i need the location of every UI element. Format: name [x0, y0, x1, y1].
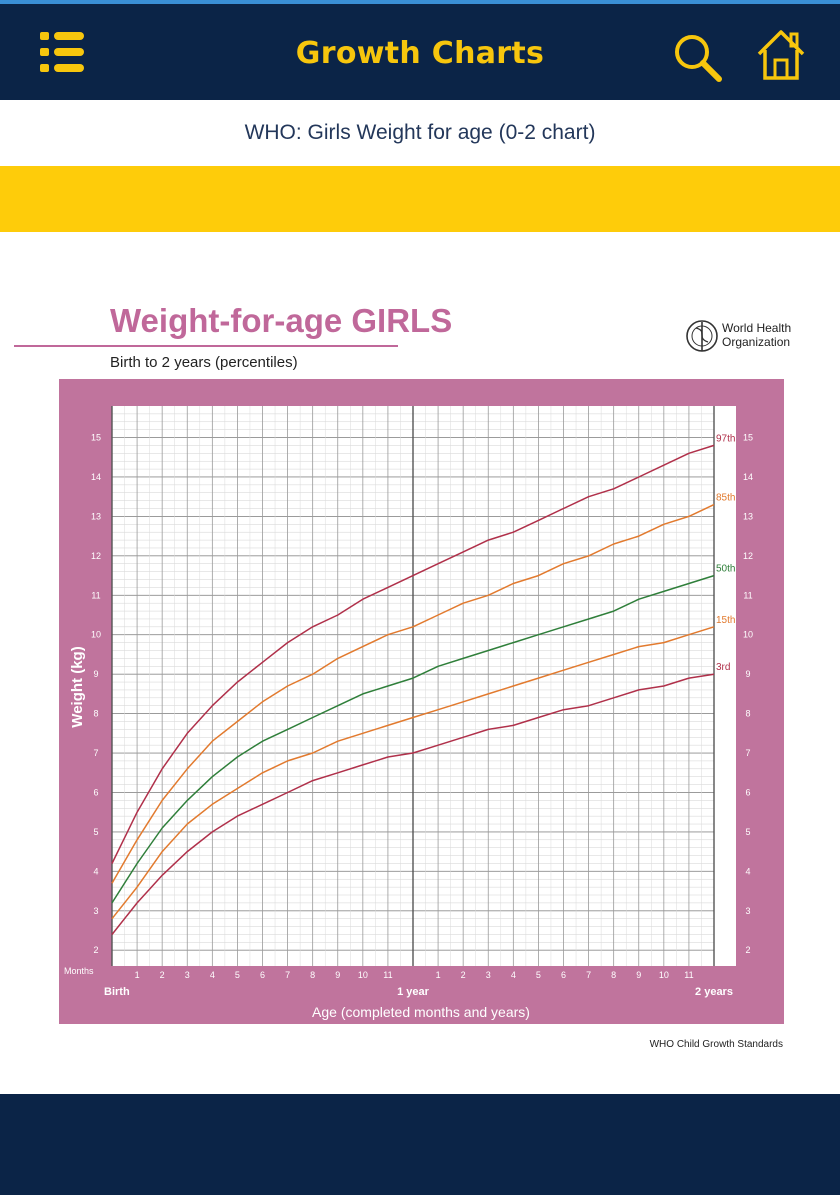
x-major-label: 2 years	[695, 986, 733, 998]
percentile-label-3rd: 3rd	[716, 662, 730, 673]
yellow-banner	[0, 166, 840, 232]
chart-image-container: Weight-for-age GIRLS Birth to 2 years (p…	[0, 232, 840, 1094]
x-month-tick-label: 8	[611, 970, 616, 980]
percentile-label-85th: 85th	[716, 493, 735, 504]
app-bar: Growth Charts	[0, 4, 840, 100]
y-tick-label-right: 7	[745, 748, 750, 758]
y-axis-labels: 2 2 3 3 4 4 5 5 6 6 7 7 8 8 9 9 10 10 11 11 12 12 13 13 14 14 15 15	[91, 433, 753, 956]
x-month-tick-label: 1	[436, 970, 441, 980]
percentile-label-15th: 15th	[716, 615, 735, 626]
x-month-tick-label: 10	[659, 970, 669, 980]
y-tick-label-right: 5	[745, 827, 750, 837]
who-org-label: World Health	[722, 321, 791, 335]
y-axis-title: Weight (kg)	[69, 646, 86, 727]
y-tick-label-right: 12	[743, 551, 753, 561]
y-tick-label-left: 13	[91, 511, 101, 521]
app-title: Growth Charts	[295, 36, 545, 71]
x-month-tick-label: 9	[636, 970, 641, 980]
x-month-tick-label: 7	[285, 970, 290, 980]
home-icon[interactable]	[756, 28, 806, 84]
y-tick-label-left: 7	[93, 748, 98, 758]
y-tick-label-right: 6	[745, 787, 750, 797]
percentile-lines: 97th 85th 50th 15th 3rd	[111, 433, 735, 935]
y-tick-label-left: 3	[93, 906, 98, 916]
x-month-tick-label: 4	[511, 970, 516, 980]
x-major-label: Birth	[104, 986, 130, 998]
percentile-line-3rd	[111, 673, 715, 935]
percentile-label-50th: 50th	[716, 564, 735, 575]
chart-title: Weight-for-age GIRLS	[110, 302, 452, 339]
y-tick-label-right: 8	[745, 709, 750, 719]
y-tick-label-right: 11	[743, 590, 752, 600]
status-accent-line	[0, 0, 840, 4]
y-tick-label-left: 4	[93, 866, 98, 876]
y-tick-label-right: 9	[745, 669, 750, 679]
x-month-tick-label: 3	[185, 970, 190, 980]
y-tick-label-right: 14	[743, 472, 753, 482]
chart-footer: WHO Child Growth Standards	[650, 1039, 783, 1050]
who-org-label-line2: Organization	[722, 335, 790, 349]
y-tick-label-right: 3	[745, 906, 750, 916]
x-month-tick-label: 8	[310, 970, 315, 980]
x-month-tick-label: 3	[486, 970, 491, 980]
y-tick-label-right: 2	[745, 945, 750, 955]
x-unit-label: Months	[64, 966, 94, 976]
x-month-tick-label: 2	[461, 970, 466, 980]
x-month-tick-label: 11	[684, 970, 693, 980]
x-month-tick-label: 5	[536, 970, 541, 980]
weight-for-age-chart: Weight-for-age GIRLS Birth to 2 years (p…	[14, 302, 791, 1050]
x-axis-title: Age (completed months and years)	[312, 1004, 530, 1020]
percentile-line-15th	[111, 626, 715, 920]
x-month-tick-label: 4	[210, 970, 215, 980]
y-tick-label-left: 5	[93, 827, 98, 837]
plot-area	[112, 406, 736, 966]
y-tick-label-left: 2	[93, 945, 98, 955]
x-month-tick-label: 6	[260, 970, 265, 980]
y-tick-label-right: 10	[743, 630, 753, 640]
percentile-line-97th	[111, 444, 715, 864]
y-tick-label-left: 10	[91, 630, 101, 640]
x-month-tick-label: 5	[235, 970, 240, 980]
y-tick-label-right: 4	[745, 866, 750, 876]
y-tick-label-left: 11	[91, 590, 100, 600]
chart-subtitle: Birth to 2 years (percentiles)	[110, 354, 298, 371]
y-tick-label-left: 6	[93, 787, 98, 797]
chart-subtitle-bar: WHO: Girls Weight for age (0-2 chart)	[0, 100, 840, 166]
y-tick-label-left: 14	[91, 472, 101, 482]
y-tick-label-right: 15	[743, 433, 753, 443]
percentile-line-85th	[111, 503, 715, 884]
x-month-tick-label: 1	[135, 970, 140, 980]
y-tick-label-left: 8	[93, 709, 98, 719]
x-month-tick-label: 7	[586, 970, 591, 980]
x-month-tick-label: 2	[160, 970, 165, 980]
x-month-tick-label: 6	[561, 970, 566, 980]
bottom-bar	[0, 1094, 840, 1195]
x-major-label: 1 year	[397, 986, 430, 998]
x-month-tick-label: 10	[358, 970, 368, 980]
percentile-label-97th: 97th	[716, 433, 735, 444]
menu-list-icon[interactable]	[36, 28, 88, 80]
y-tick-label-left: 15	[91, 433, 101, 443]
y-tick-label-left: 9	[93, 669, 98, 679]
who-logo-icon	[686, 320, 718, 352]
y-tick-label-left: 12	[91, 551, 101, 561]
search-icon[interactable]	[670, 30, 724, 84]
y-tick-label-right: 13	[743, 511, 753, 521]
x-month-tick-label: 11	[383, 970, 392, 980]
percentile-line-50th	[111, 574, 715, 904]
x-month-tick-label: 9	[335, 970, 340, 980]
